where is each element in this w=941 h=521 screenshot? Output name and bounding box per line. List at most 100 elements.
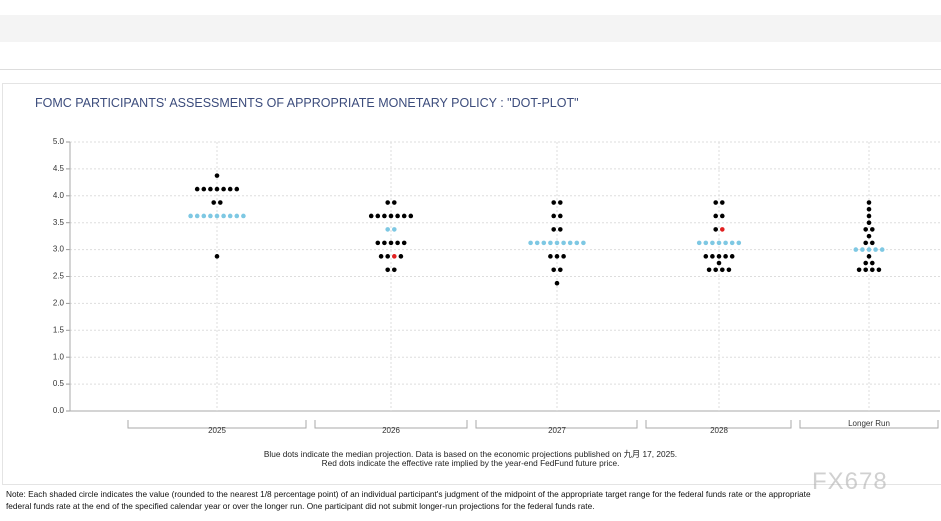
- dot: [736, 240, 742, 246]
- dot: [561, 254, 566, 259]
- dot: [723, 254, 728, 259]
- dot: [541, 240, 547, 246]
- category-bracket: [314, 420, 468, 429]
- dot: [241, 213, 246, 219]
- dot: [392, 227, 397, 232]
- dot: [720, 267, 725, 273]
- dot: [873, 247, 878, 252]
- dot: [382, 240, 387, 246]
- dot: [558, 267, 563, 273]
- divider: [0, 69, 941, 70]
- dot: [214, 186, 220, 192]
- dot: [227, 186, 233, 192]
- dot: [866, 206, 872, 212]
- dot: [866, 213, 872, 219]
- dot: [860, 247, 865, 252]
- dot: [395, 240, 400, 246]
- dot: [221, 213, 226, 219]
- dot: [385, 254, 391, 259]
- x-tick-label: 2028: [710, 426, 728, 435]
- dot: [398, 254, 404, 259]
- dot: [713, 200, 718, 205]
- dot: [856, 267, 862, 273]
- dot: [558, 200, 563, 205]
- x-tick-label: Longer Run: [848, 419, 890, 428]
- watermark: FX678: [812, 468, 888, 495]
- dot: [866, 233, 872, 239]
- dot: [534, 240, 540, 246]
- dot: [853, 247, 859, 252]
- y-tick-label: 2.0: [53, 299, 65, 308]
- dot: [551, 227, 556, 232]
- dot: [561, 240, 566, 246]
- footnote: Blue dots indicate the median projection…: [263, 449, 678, 459]
- x-tick-label: 2026: [382, 426, 400, 435]
- dot: [870, 260, 875, 266]
- dot: [378, 254, 384, 259]
- dot: [551, 267, 556, 273]
- dot: [870, 227, 875, 232]
- dot: [218, 200, 223, 205]
- dot: [368, 213, 374, 219]
- dot: [706, 267, 712, 273]
- dot: [558, 213, 563, 219]
- y-tick-label: 2.5: [53, 272, 65, 281]
- dot: [385, 200, 391, 205]
- dot: [392, 267, 397, 273]
- dot: [385, 227, 391, 232]
- dot: [729, 254, 735, 259]
- dot: [528, 240, 533, 246]
- dot: [551, 213, 556, 219]
- dot: [214, 254, 220, 259]
- red-dot: [392, 254, 397, 259]
- dot: [221, 186, 226, 192]
- x-tick-label: 2025: [208, 426, 226, 435]
- footnote: Red dots indicate the effective rate imp…: [321, 458, 620, 468]
- y-tick-label: 4.5: [53, 164, 65, 173]
- dot: [208, 213, 213, 219]
- category-bracket: [475, 420, 638, 429]
- y-tick-label: 3.0: [53, 245, 65, 254]
- dot: [558, 227, 563, 232]
- dot: [548, 254, 553, 259]
- category-bracket: [799, 420, 939, 429]
- dot: [713, 227, 718, 232]
- dot: [863, 267, 868, 273]
- dot: [375, 240, 381, 246]
- category-bracket: [645, 420, 792, 429]
- dot: [401, 240, 407, 246]
- dot: [388, 213, 394, 219]
- dot: [866, 200, 872, 205]
- chart-title: FOMC PARTICIPANTS' ASSESSMENTS OF APPROP…: [35, 96, 579, 110]
- dot: [703, 240, 709, 246]
- dot: [234, 186, 240, 192]
- dot: [863, 240, 868, 246]
- dot: [395, 213, 400, 219]
- dot: [214, 173, 220, 178]
- dot: [870, 240, 875, 246]
- y-tick-label: 4.0: [53, 191, 65, 200]
- dot: [720, 200, 725, 205]
- dot: [567, 240, 573, 246]
- dot: [211, 200, 216, 205]
- dot: [214, 213, 220, 219]
- dot: [703, 254, 709, 259]
- dot: [388, 240, 394, 246]
- dot: [234, 213, 240, 219]
- y-tick-label: 0.0: [53, 406, 65, 415]
- dot: [863, 260, 868, 266]
- dot: [876, 267, 882, 273]
- dot: [870, 267, 875, 273]
- dot: [866, 220, 872, 225]
- dot: [208, 186, 213, 192]
- note-line: Note: Each shaded circle indicates the v…: [6, 489, 811, 499]
- dot: [716, 260, 722, 266]
- y-tick-label: 5.0: [53, 137, 65, 146]
- dot: [554, 254, 560, 259]
- dot: [581, 240, 586, 246]
- dot: [194, 186, 200, 192]
- dot: [194, 213, 200, 219]
- dot: [201, 213, 207, 219]
